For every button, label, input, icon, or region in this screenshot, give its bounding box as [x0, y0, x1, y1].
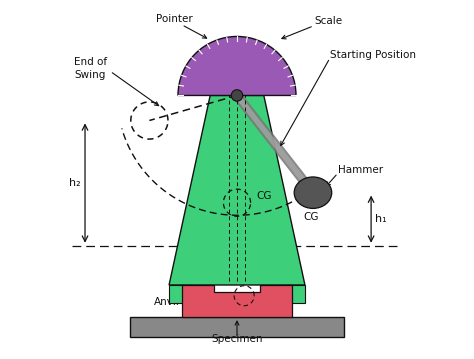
Text: Starting Position: Starting Position — [330, 50, 416, 60]
Text: Scale: Scale — [314, 16, 342, 26]
Text: Specimen: Specimen — [211, 334, 263, 344]
Ellipse shape — [294, 177, 332, 209]
Polygon shape — [169, 95, 305, 285]
Polygon shape — [283, 285, 305, 303]
Circle shape — [231, 90, 243, 101]
Polygon shape — [182, 285, 292, 317]
Text: h₁: h₁ — [374, 214, 386, 224]
Text: End of
Swing: End of Swing — [74, 57, 107, 80]
Text: CG: CG — [256, 191, 272, 201]
Text: Pointer: Pointer — [156, 14, 193, 24]
Wedge shape — [178, 37, 296, 95]
Text: h₂: h₂ — [69, 178, 81, 188]
Text: CG: CG — [303, 211, 319, 222]
Polygon shape — [169, 285, 191, 303]
Text: Hammer: Hammer — [338, 165, 383, 175]
Text: Anvil: Anvil — [155, 297, 180, 307]
Polygon shape — [130, 317, 344, 337]
